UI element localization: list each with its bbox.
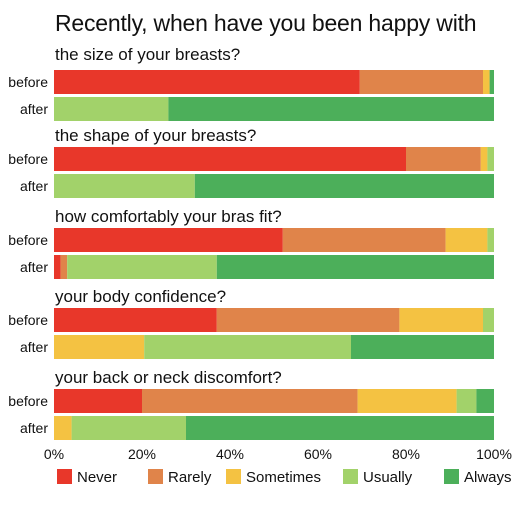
x-tick-label: 60%	[304, 446, 332, 462]
bar-segment-usually	[54, 97, 169, 121]
legend-swatch-sometimes	[226, 469, 241, 484]
bar-segment-always	[216, 255, 495, 279]
bar-segment-sometimes	[357, 389, 457, 413]
bar-segment-always	[186, 416, 494, 440]
bar-segment-always	[168, 97, 494, 121]
legend-label-usually: Usually	[363, 469, 413, 486]
bar-segment-never	[54, 255, 61, 279]
row-label: before	[8, 393, 48, 409]
bar-segment-usually	[456, 389, 477, 413]
bar-segment-rarely	[282, 228, 446, 252]
bar-segment-rarely	[359, 70, 483, 94]
bar-segment-never	[54, 70, 360, 94]
chart-title: Recently, when have you been happy with	[55, 10, 477, 36]
bar-segment-sometimes	[480, 147, 488, 171]
legend-swatch-usually	[343, 469, 358, 484]
bar-segment-never	[54, 147, 406, 171]
bar-segment-always	[351, 335, 494, 359]
x-tick-label: 20%	[128, 446, 156, 462]
x-tick-label: 0%	[44, 446, 64, 462]
question-label: your body confidence?	[55, 287, 226, 306]
bar-segment-rarely	[406, 147, 481, 171]
x-tick-label: 80%	[392, 446, 420, 462]
bar-segment-sometimes	[445, 228, 488, 252]
bar-segment-sometimes	[54, 416, 72, 440]
question-label: how comfortably your bras fit?	[55, 207, 282, 226]
legend-swatch-never	[57, 469, 72, 484]
bar-segment-always	[476, 389, 494, 413]
bar-segment-sometimes	[483, 70, 490, 94]
row-label: before	[8, 74, 48, 90]
legend-label-never: Never	[77, 469, 117, 486]
legend-label-rarely: Rarely	[168, 469, 212, 486]
bar-segment-rarely	[142, 389, 358, 413]
bar-segment-sometimes	[54, 335, 145, 359]
bar-segment-rarely	[60, 255, 68, 279]
legend-swatch-always	[444, 469, 459, 484]
legend-swatch-rarely	[148, 469, 163, 484]
bar-segment-usually	[71, 416, 186, 440]
question-label: the shape of your breasts?	[55, 126, 256, 145]
question-label: your back or neck discomfort?	[55, 368, 282, 387]
bar-segment-always	[489, 70, 494, 94]
bar-segment-usually	[487, 147, 494, 171]
x-tick-label: 40%	[216, 446, 244, 462]
bar-segment-sometimes	[399, 308, 483, 332]
bar-segment-usually	[483, 308, 494, 332]
bar-segment-never	[54, 308, 217, 332]
row-label: before	[8, 312, 48, 328]
x-tick-label: 100%	[476, 446, 512, 462]
row-label: after	[20, 101, 48, 117]
bar-segment-never	[54, 228, 283, 252]
bar-segment-usually	[67, 255, 217, 279]
row-label: after	[20, 339, 48, 355]
bar-segment-usually	[487, 228, 494, 252]
bar-segment-rarely	[216, 308, 400, 332]
legend-label-sometimes: Sometimes	[246, 469, 321, 486]
row-label: before	[8, 232, 48, 248]
row-label: before	[8, 151, 48, 167]
question-label: the size of your breasts?	[55, 45, 240, 64]
bar-segment-usually	[54, 174, 195, 198]
bar-segment-never	[54, 389, 142, 413]
row-label: after	[20, 178, 48, 194]
bar-segment-always	[194, 174, 495, 198]
bar-segment-usually	[144, 335, 351, 359]
legend-label-always: Always	[464, 469, 512, 486]
row-label: after	[20, 420, 48, 436]
row-label: after	[20, 259, 48, 275]
